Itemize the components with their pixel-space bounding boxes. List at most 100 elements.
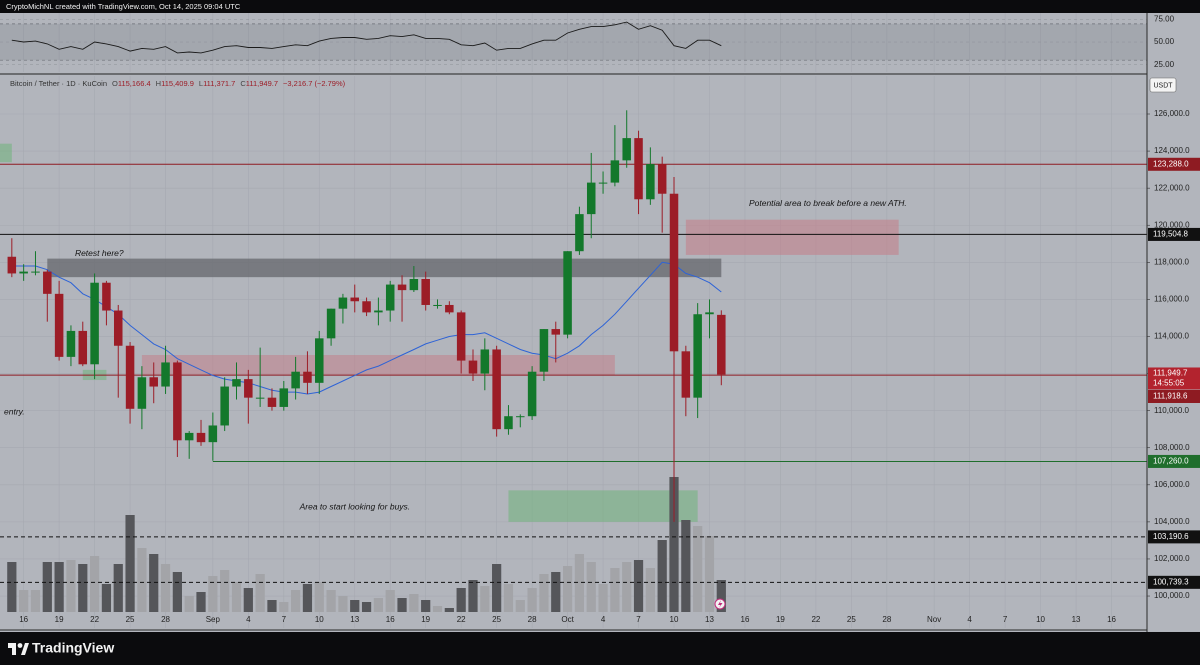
volume-bar [101, 584, 112, 612]
volume-bar [291, 590, 301, 612]
candle-body [279, 388, 289, 407]
brand: TradingView [32, 640, 114, 656]
level-label: 111,918.6 [1153, 392, 1188, 401]
volume-bar [421, 600, 431, 612]
volume-bar [149, 554, 159, 612]
volume-bar [586, 562, 596, 612]
volume-bar [468, 580, 478, 612]
x-tick-label: Oct [561, 615, 574, 624]
y-tick-label: 120,000.0 [1154, 220, 1190, 229]
x-tick-label: 10 [670, 615, 679, 624]
volume-bar [633, 560, 644, 612]
candle-body [385, 284, 395, 311]
x-tick-label: Nov [927, 615, 941, 624]
volume [7, 477, 726, 612]
x-tick-label: 25 [126, 615, 135, 624]
candle-body [66, 330, 76, 357]
volume-bar [196, 592, 206, 612]
legend-key: O [112, 79, 118, 88]
alert-icon [714, 598, 726, 610]
legend-value: 115,166.4 [118, 79, 151, 88]
candle-body [586, 182, 596, 215]
moving-average [11, 261, 722, 395]
volume-bar [397, 598, 407, 612]
candle-body [409, 279, 419, 291]
x-tick-label: 4 [246, 615, 251, 624]
x-tick-label: 16 [1107, 615, 1116, 624]
level-label: 119,504.8 [1153, 230, 1189, 239]
volume-bar [562, 566, 573, 612]
candle-body [232, 379, 241, 387]
volume-bar [54, 562, 64, 612]
x-tick-label: 19 [776, 615, 785, 624]
volume-bar [704, 536, 715, 612]
x-tick-label: 19 [421, 615, 430, 624]
currency: USDT [1153, 82, 1173, 89]
candle-body [539, 329, 549, 372]
volume-bar [231, 582, 242, 612]
volume-bar [622, 562, 632, 612]
candle-body [31, 271, 40, 273]
y-tick-label: 116,000.0 [1154, 295, 1190, 304]
legend-value: 111,371.7 [203, 79, 235, 88]
annotation: Potential area to break before a new ATH… [749, 198, 907, 208]
volume-bar [492, 564, 502, 612]
volume-bar [172, 572, 182, 612]
volume-bar [551, 572, 561, 612]
x-tick-label: 19 [55, 615, 64, 624]
last-price-box [1148, 367, 1200, 390]
candle-body [374, 310, 383, 313]
volume-bar [314, 582, 324, 612]
volume-bar [7, 562, 17, 612]
candle-body [196, 432, 206, 443]
candle-body [563, 251, 572, 335]
credit: CryptoMichNL created with TradingView.co… [6, 2, 241, 11]
ma-line [11, 261, 722, 395]
candle-body [220, 386, 229, 426]
x-tick-label: Sep [206, 615, 221, 624]
candle-body [19, 271, 28, 274]
volume-bar [716, 580, 726, 612]
volume-bar [338, 596, 348, 612]
candle-body [622, 138, 631, 161]
x-tick-label: 16 [386, 615, 395, 624]
volume-bar [66, 560, 76, 612]
volume-bar [610, 568, 620, 612]
candle-body [78, 330, 88, 365]
candle-body [551, 329, 561, 335]
y-tick-label: 114,000.0 [1154, 332, 1190, 341]
x-tick-label: 13 [350, 615, 359, 624]
volume-bar [220, 570, 230, 612]
x-tick-label: 13 [1072, 615, 1081, 624]
x-tick-label: 4 [601, 615, 606, 624]
y-tick-label: 122,000.0 [1154, 183, 1190, 192]
rsi-line [11, 21, 722, 54]
x-tick-label: 10 [1036, 615, 1045, 624]
x-tick-label: 25 [492, 615, 501, 624]
volume-bar [113, 564, 123, 612]
candle-body [397, 284, 407, 291]
candle-body [90, 282, 99, 365]
x-tick-label: 4 [967, 615, 972, 624]
volume-bar [385, 590, 395, 612]
volume-bar [30, 590, 41, 612]
candle-body [705, 312, 714, 315]
candle-body [244, 379, 253, 398]
legend-value: 115,409.9 [161, 79, 194, 88]
x-tick-label: 22 [811, 615, 820, 624]
volume-bar [160, 564, 171, 612]
volume-bar [208, 576, 218, 612]
candle-body [113, 310, 123, 346]
currency-box [1149, 77, 1177, 93]
rsi-tick-label: 25.00 [1154, 60, 1175, 69]
candle-body [291, 371, 300, 389]
x-tick-label: 13 [705, 615, 714, 624]
volume-bar [89, 556, 100, 612]
candle-body [125, 345, 135, 409]
x-tick-label: 16 [19, 615, 28, 624]
candle-body [137, 377, 147, 409]
candle-body [208, 425, 218, 443]
volume-bar [480, 586, 490, 612]
volume-bar [669, 477, 679, 612]
